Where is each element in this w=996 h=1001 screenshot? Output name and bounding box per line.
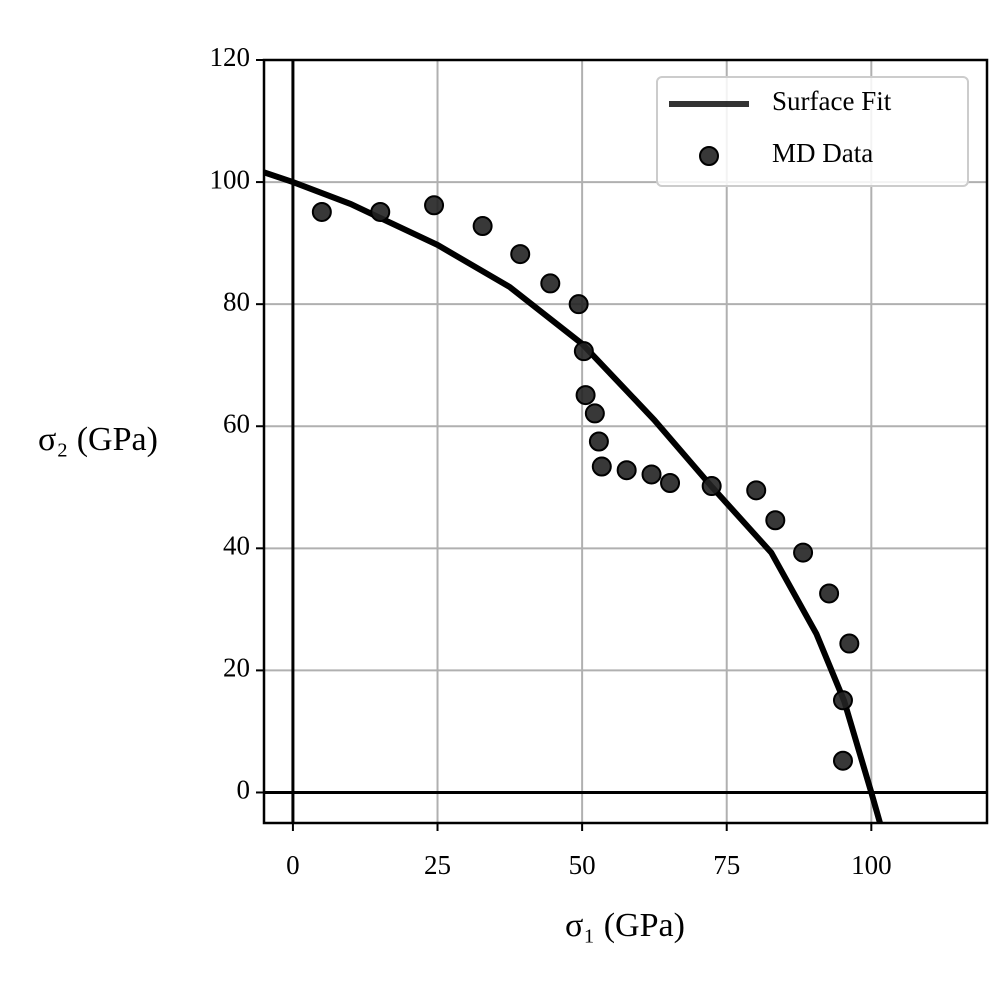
data-point <box>832 690 853 711</box>
data-point <box>701 476 722 497</box>
data-point <box>746 480 767 501</box>
y-tick-label: 20 <box>223 653 250 683</box>
legend-label: MD Data <box>772 138 873 168</box>
data-point <box>311 201 332 222</box>
data-point <box>793 542 814 563</box>
data-point <box>510 244 531 265</box>
y-tick-label: 120 <box>210 42 251 72</box>
legend-label: Surface Fit <box>772 86 892 116</box>
fit-line <box>264 169 883 823</box>
x-tick-label: 0 <box>286 850 300 880</box>
x-tick-label: 75 <box>713 850 740 880</box>
data-point <box>660 473 681 494</box>
data-point <box>839 633 860 654</box>
y-tick-label: 0 <box>237 775 251 805</box>
data-point <box>573 341 594 362</box>
y-tick-label: 100 <box>210 164 251 194</box>
y-tick-label: 60 <box>223 408 250 438</box>
data-point <box>568 294 589 315</box>
y-tick-label: 40 <box>223 531 250 561</box>
x-tick-label: 50 <box>569 850 596 880</box>
y-axis-label: σ₂ (GPa) <box>38 421 158 458</box>
data-point <box>424 195 445 216</box>
x-tick-label: 100 <box>851 850 892 880</box>
data-point <box>370 201 391 222</box>
data-point <box>819 583 840 604</box>
data-point <box>616 460 637 481</box>
data-point <box>588 431 609 452</box>
legend-marker <box>699 146 719 166</box>
x-axis-label: σ₁ (GPa) <box>565 907 685 944</box>
data-point <box>472 216 493 237</box>
y-tick-label: 80 <box>223 286 250 316</box>
data-point <box>765 510 786 531</box>
data-point <box>832 750 853 771</box>
plot-frame <box>262 58 989 825</box>
data-point <box>584 403 605 424</box>
data-point <box>591 456 612 477</box>
data-point <box>540 273 561 294</box>
data-point <box>641 464 662 485</box>
x-tick-label: 25 <box>424 850 451 880</box>
data-point <box>575 385 596 406</box>
